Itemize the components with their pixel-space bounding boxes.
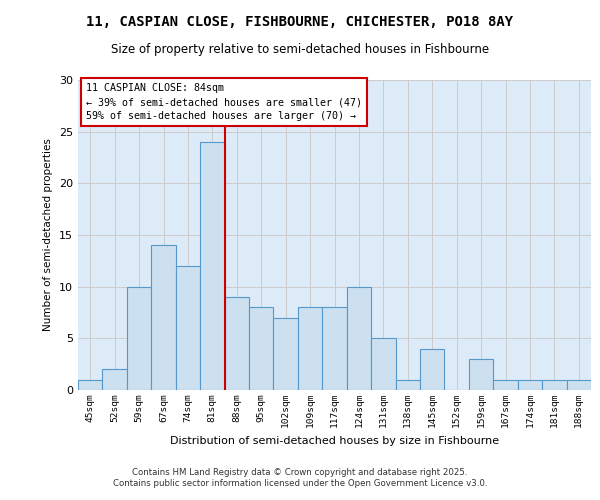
Bar [200,142,224,390]
Bar [176,266,200,390]
Bar [127,286,151,390]
Text: Contains HM Land Registry data © Crown copyright and database right 2025.
Contai: Contains HM Land Registry data © Crown c… [113,468,487,487]
X-axis label: Distribution of semi-detached houses by size in Fishbourne: Distribution of semi-detached houses by … [170,436,499,446]
Bar [566,380,591,390]
Y-axis label: Number of semi-detached properties: Number of semi-detached properties [43,138,53,332]
Bar [371,338,395,390]
Bar [78,380,103,390]
Bar [395,380,420,390]
Bar [322,308,347,390]
Bar [103,370,127,390]
Bar [298,308,322,390]
Text: Size of property relative to semi-detached houses in Fishbourne: Size of property relative to semi-detach… [111,42,489,56]
Text: 11, CASPIAN CLOSE, FISHBOURNE, CHICHESTER, PO18 8AY: 11, CASPIAN CLOSE, FISHBOURNE, CHICHESTE… [86,15,514,29]
Bar [347,286,371,390]
Bar [151,246,176,390]
Bar [420,348,445,390]
Bar [469,359,493,390]
Bar [518,380,542,390]
Bar [224,297,249,390]
Text: 11 CASPIAN CLOSE: 84sqm
← 39% of semi-detached houses are smaller (47)
59% of se: 11 CASPIAN CLOSE: 84sqm ← 39% of semi-de… [86,83,362,121]
Bar [542,380,566,390]
Bar [249,308,274,390]
Bar [493,380,518,390]
Bar [274,318,298,390]
